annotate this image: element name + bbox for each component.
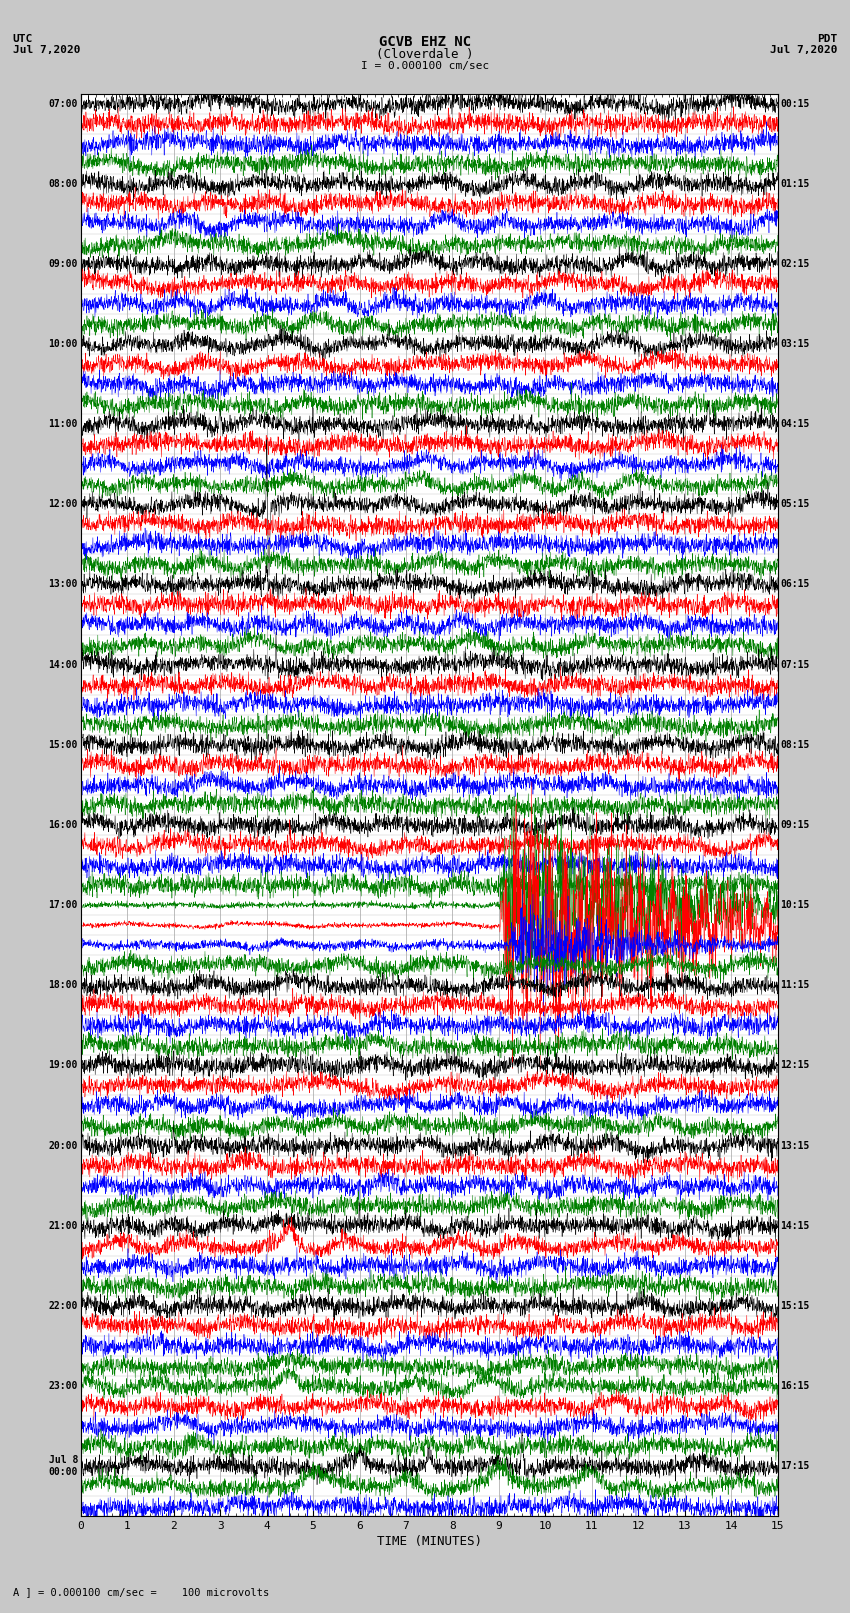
Text: 18:00: 18:00 bbox=[48, 981, 78, 990]
Text: 03:15: 03:15 bbox=[780, 339, 810, 348]
Text: 14:00: 14:00 bbox=[48, 660, 78, 669]
Text: 12:00: 12:00 bbox=[48, 500, 78, 510]
Text: 21:00: 21:00 bbox=[48, 1221, 78, 1231]
Text: UTC: UTC bbox=[13, 34, 33, 44]
Text: 13:15: 13:15 bbox=[780, 1140, 810, 1150]
Text: 20:00: 20:00 bbox=[48, 1140, 78, 1150]
Text: 14:15: 14:15 bbox=[780, 1221, 810, 1231]
Text: 04:15: 04:15 bbox=[780, 419, 810, 429]
Text: 12:15: 12:15 bbox=[780, 1060, 810, 1071]
Text: 15:15: 15:15 bbox=[780, 1300, 810, 1311]
Text: 09:15: 09:15 bbox=[780, 819, 810, 831]
Text: 19:00: 19:00 bbox=[48, 1060, 78, 1071]
Text: 17:15: 17:15 bbox=[780, 1461, 810, 1471]
Text: 17:00: 17:00 bbox=[48, 900, 78, 910]
Text: A ] = 0.000100 cm/sec =    100 microvolts: A ] = 0.000100 cm/sec = 100 microvolts bbox=[13, 1587, 269, 1597]
Text: PDT: PDT bbox=[817, 34, 837, 44]
Text: Jul 7,2020: Jul 7,2020 bbox=[770, 45, 837, 55]
Text: 08:15: 08:15 bbox=[780, 740, 810, 750]
Text: 10:15: 10:15 bbox=[780, 900, 810, 910]
Text: 07:00: 07:00 bbox=[48, 98, 78, 108]
Text: Jul 8
00:00: Jul 8 00:00 bbox=[48, 1455, 78, 1478]
Text: I = 0.000100 cm/sec: I = 0.000100 cm/sec bbox=[361, 61, 489, 71]
Text: 05:15: 05:15 bbox=[780, 500, 810, 510]
Text: 00:15: 00:15 bbox=[780, 98, 810, 108]
Text: 23:00: 23:00 bbox=[48, 1381, 78, 1390]
Text: 07:15: 07:15 bbox=[780, 660, 810, 669]
Text: (Cloverdale ): (Cloverdale ) bbox=[377, 48, 473, 61]
Text: 06:15: 06:15 bbox=[780, 579, 810, 589]
Text: GCVB EHZ NC: GCVB EHZ NC bbox=[379, 35, 471, 50]
Text: 08:00: 08:00 bbox=[48, 179, 78, 189]
Text: 16:00: 16:00 bbox=[48, 819, 78, 831]
Text: 16:15: 16:15 bbox=[780, 1381, 810, 1390]
Text: 01:15: 01:15 bbox=[780, 179, 810, 189]
Text: 02:15: 02:15 bbox=[780, 258, 810, 269]
Text: 13:00: 13:00 bbox=[48, 579, 78, 589]
Text: 11:00: 11:00 bbox=[48, 419, 78, 429]
Text: 10:00: 10:00 bbox=[48, 339, 78, 348]
Text: 09:00: 09:00 bbox=[48, 258, 78, 269]
Text: 15:00: 15:00 bbox=[48, 740, 78, 750]
X-axis label: TIME (MINUTES): TIME (MINUTES) bbox=[377, 1536, 482, 1548]
Text: 22:00: 22:00 bbox=[48, 1300, 78, 1311]
Text: 11:15: 11:15 bbox=[780, 981, 810, 990]
Text: Jul 7,2020: Jul 7,2020 bbox=[13, 45, 80, 55]
